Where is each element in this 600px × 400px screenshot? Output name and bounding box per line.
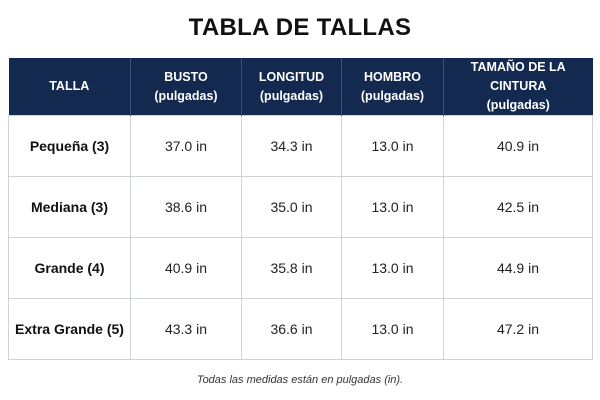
page-title: TABLA DE TALLAS: [188, 14, 412, 41]
header-unit: (pulgadas): [360, 88, 425, 103]
header-shoulder: HOMBRO (pulgadas): [341, 58, 444, 116]
header-waist: TAMAÑO DE LA CINTURA (pulgadas): [443, 58, 593, 116]
header-label: TAMAÑO DE LA CINTURA: [470, 60, 566, 93]
shoulder-cell: 13.0 in: [341, 176, 444, 238]
bust-cell: 40.9 in: [130, 237, 242, 299]
shoulder-cell: 13.0 in: [341, 237, 444, 299]
table-row: Mediana (3) 38.6 in 35.0 in 13.0 in 42.5…: [8, 176, 593, 238]
size-cell: Extra Grande (5): [8, 298, 131, 360]
waist-cell: 47.2 in: [443, 298, 593, 360]
header-length: LONGITUD (pulgadas): [241, 58, 342, 116]
table-row: Grande (4) 40.9 in 35.8 in 13.0 in 44.9 …: [8, 237, 593, 299]
length-cell: 34.3 in: [241, 115, 342, 177]
header-unit: (pulgadas): [486, 98, 550, 112]
table-row: Extra Grande (5) 43.3 in 36.6 in 13.0 in…: [8, 298, 593, 360]
footnote: Todas las medidas están en pulgadas (in)…: [196, 374, 404, 386]
length-cell: 35.0 in: [241, 176, 342, 238]
length-cell: 36.6 in: [241, 298, 342, 360]
size-cell: Mediana (3): [8, 176, 131, 238]
header-bust: BUSTO (pulgadas): [130, 58, 242, 116]
header-label: LONGITUD: [258, 69, 325, 84]
shoulder-cell: 13.0 in: [341, 115, 444, 177]
bust-cell: 37.0 in: [130, 115, 242, 177]
waist-cell: 42.5 in: [443, 176, 593, 238]
table-row: Pequeña (3) 37.0 in 34.3 in 13.0 in 40.9…: [8, 115, 593, 177]
size-table: TALLA BUSTO (pulgadas) LONGITUD (pulgada…: [8, 58, 593, 360]
waist-cell: 40.9 in: [443, 115, 593, 177]
header-label: TALLA: [49, 79, 90, 93]
length-cell: 35.8 in: [241, 237, 342, 299]
header-size: TALLA: [8, 58, 131, 116]
table-header-row: TALLA BUSTO (pulgadas) LONGITUD (pulgada…: [8, 58, 593, 116]
bust-cell: 38.6 in: [130, 176, 242, 238]
header-unit: (pulgadas): [259, 88, 324, 103]
size-cell: Pequeña (3): [8, 115, 131, 177]
size-cell: Grande (4): [8, 237, 131, 299]
header-label: HOMBRO: [364, 69, 421, 84]
shoulder-cell: 13.0 in: [341, 298, 444, 360]
waist-cell: 44.9 in: [443, 237, 593, 299]
header-unit: (pulgadas): [154, 88, 218, 103]
header-label: BUSTO: [164, 69, 208, 84]
bust-cell: 43.3 in: [130, 298, 242, 360]
